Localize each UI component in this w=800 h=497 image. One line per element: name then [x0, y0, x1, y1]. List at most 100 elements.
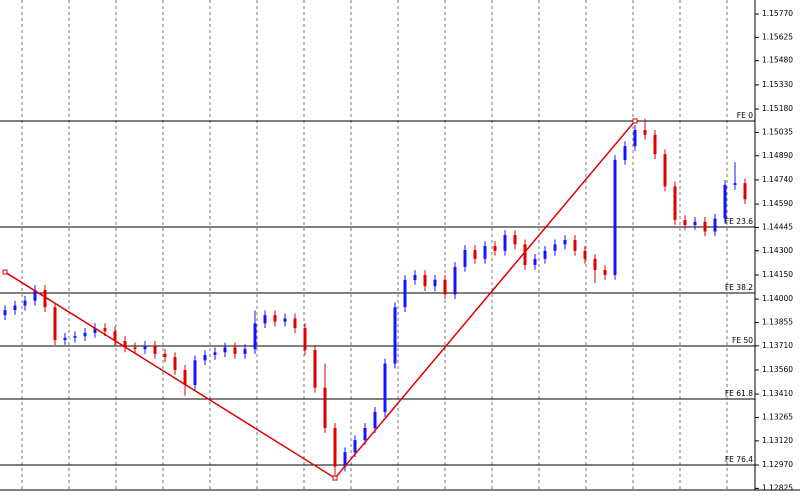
- candle-body: [153, 345, 157, 354]
- candle-body: [383, 363, 387, 412]
- candle-body: [663, 154, 667, 187]
- candle-body: [13, 305, 17, 311]
- candle-body: [373, 411, 377, 428]
- candle-body: [443, 279, 447, 295]
- y-tick-label: 1.13710: [762, 341, 793, 350]
- y-tick-label: 1.14740: [762, 175, 793, 184]
- y-tick-label: 1.13120: [762, 436, 793, 445]
- candle-body: [83, 332, 87, 337]
- candle-body: [23, 300, 27, 306]
- candle-body: [103, 328, 107, 332]
- candle-body: [33, 289, 37, 301]
- candle-body: [3, 310, 7, 316]
- fibo-level-label: FE 61.8: [725, 389, 753, 398]
- candle-body: [563, 240, 567, 245]
- candle-body: [343, 452, 347, 467]
- candle-body: [283, 318, 287, 322]
- y-tick-label: 1.15035: [762, 127, 793, 136]
- candle-body: [363, 427, 367, 441]
- candle-body: [233, 347, 237, 354]
- candle-body: [333, 427, 337, 467]
- candle-body: [703, 221, 707, 232]
- candle-body: [323, 387, 327, 428]
- fibo-level-label: FE 0: [737, 111, 753, 120]
- candle-body: [203, 355, 207, 361]
- candle-body: [313, 350, 317, 388]
- candle-body: [493, 245, 497, 251]
- fibo-level-label: FE 50: [732, 336, 753, 345]
- fibo-level-label: FE 76.4: [725, 455, 753, 464]
- y-tick-label: 1.12970: [762, 460, 793, 469]
- fibo-anchor: [332, 475, 338, 481]
- candle-body: [113, 331, 117, 342]
- candle-body: [403, 279, 407, 308]
- candle-body: [433, 279, 437, 287]
- candle-body: [683, 220, 687, 226]
- candle-body: [523, 244, 527, 265]
- candle-body: [143, 345, 147, 350]
- candle-body: [303, 328, 307, 351]
- candle-body: [223, 347, 227, 353]
- y-tick-label: 1.13265: [762, 413, 793, 422]
- y-tick-label: 1.14300: [762, 246, 793, 255]
- candle-body: [63, 337, 67, 341]
- candle-body: [463, 249, 467, 267]
- candle-body: [553, 244, 557, 251]
- candle-body: [583, 250, 587, 259]
- y-tick-label: 1.15625: [762, 32, 793, 41]
- candle-body: [653, 134, 657, 155]
- candle-body: [263, 315, 267, 324]
- candle-body: [173, 357, 177, 370]
- candle-body: [543, 250, 547, 259]
- y-tick-label: 1.14000: [762, 294, 793, 303]
- candle-body: [43, 289, 47, 308]
- candle-body: [213, 352, 217, 356]
- y-tick-label: 1.15180: [762, 104, 793, 113]
- y-tick-label: 1.14890: [762, 151, 793, 160]
- candle-body: [483, 245, 487, 259]
- candle-body: [693, 221, 697, 226]
- fibo-anchor: [632, 118, 638, 124]
- candle-body: [733, 183, 737, 185]
- candle-body: [673, 186, 677, 221]
- candle-body: [273, 315, 277, 322]
- candle-body: [123, 341, 127, 348]
- y-tick-label: 1.14590: [762, 199, 793, 208]
- candle-body: [623, 146, 627, 160]
- fibo-level-label: FE 23.6: [725, 217, 753, 226]
- candle-body: [133, 347, 137, 350]
- candle-body: [413, 274, 417, 280]
- y-tick-label: 1.14150: [762, 270, 793, 279]
- y-tick-label: 1.13410: [762, 389, 793, 398]
- candle-body: [613, 159, 617, 275]
- candle-body: [393, 307, 397, 364]
- candle-body: [293, 318, 297, 329]
- fibo-level-label: FE 38.2: [725, 283, 753, 292]
- y-tick-label: 1.15770: [762, 9, 793, 18]
- candle-body: [93, 328, 97, 333]
- y-tick-label: 1.14445: [762, 222, 793, 231]
- candle-body: [423, 274, 427, 287]
- candle-body: [603, 269, 607, 275]
- candle-body: [573, 240, 577, 251]
- candle-body: [643, 129, 647, 135]
- candle-body: [73, 336, 77, 338]
- candle-body: [593, 258, 597, 270]
- fibo-anchor: [2, 269, 8, 275]
- y-tick-label: 1.15480: [762, 56, 793, 65]
- y-tick-label: 1.13855: [762, 317, 793, 326]
- candle-body: [163, 353, 167, 358]
- y-tick-label: 1.12825: [762, 483, 793, 492]
- candle-body: [193, 360, 197, 385]
- y-tick-label: 1.15330: [762, 80, 793, 89]
- candle-body: [53, 307, 57, 341]
- candle-body: [243, 349, 247, 354]
- candle-body: [253, 323, 257, 350]
- candle-body: [713, 218, 717, 232]
- candle-body: [453, 266, 457, 295]
- candle-body: [723, 184, 727, 219]
- candle-body: [743, 183, 747, 200]
- candle-body: [633, 129, 637, 147]
